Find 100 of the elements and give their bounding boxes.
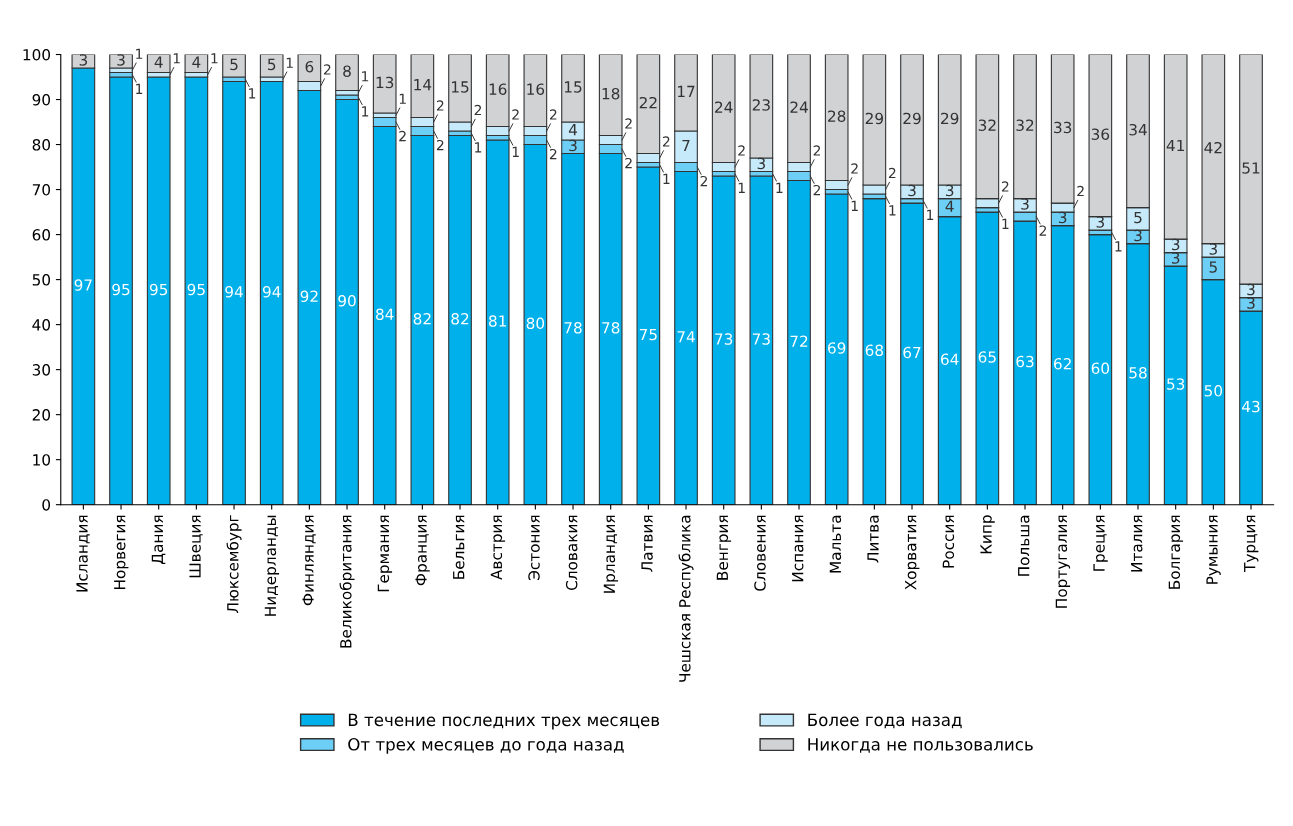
data-label: 4 — [192, 56, 201, 68]
data-label: 82 — [413, 312, 431, 325]
data-label: 4 — [154, 56, 163, 68]
legend-label: Более года назад — [808, 713, 962, 729]
data-label: 94 — [225, 285, 243, 298]
data-label: 62 — [1054, 358, 1071, 370]
x-tick-label: Люксембург — [226, 515, 242, 613]
data-label: 42 — [1204, 141, 1222, 154]
data-label: 2 — [474, 104, 482, 116]
data-label: 73 — [752, 333, 770, 345]
data-label: 2 — [851, 163, 858, 174]
data-label: 2 — [813, 184, 821, 196]
x-tick-label: Великобритания — [339, 515, 355, 648]
data-label: 60 — [1091, 362, 1110, 375]
data-label: 3 — [1171, 238, 1180, 251]
data-label: 3 — [908, 184, 916, 197]
bar — [711, 175, 736, 505]
data-label: 2 — [1039, 225, 1047, 236]
bar — [109, 54, 133, 69]
data-label: 29 — [941, 112, 959, 125]
x-tick-label: Финляндия — [302, 515, 316, 606]
bar — [335, 98, 359, 505]
y-tick-label: 30 — [32, 364, 51, 376]
data-label: 3 — [79, 54, 88, 66]
data-label: 92 — [300, 290, 318, 303]
data-label: 32 — [1016, 119, 1034, 131]
data-label: 2 — [512, 109, 519, 120]
bar — [1088, 234, 1113, 505]
data-label: 14 — [414, 79, 432, 91]
y-tick-label: 60 — [32, 229, 51, 241]
x-tick-label: Литва — [867, 515, 879, 563]
data-label: 2 — [625, 118, 632, 129]
data-label: 17 — [677, 85, 695, 97]
bar — [372, 54, 397, 114]
data-label: 36 — [1091, 128, 1110, 140]
data-label: 4 — [568, 124, 578, 136]
x-tick-label: Испания — [792, 515, 804, 582]
x-tick-label: Дания — [151, 515, 166, 565]
data-label: 33 — [1054, 121, 1072, 134]
data-label: 29 — [903, 112, 921, 125]
x-tick-label: Чешская Республика — [678, 515, 694, 682]
data-label: 73 — [715, 333, 733, 345]
data-label: 1 — [851, 200, 858, 211]
data-label: 2 — [549, 109, 557, 120]
y-tick-label: 90 — [32, 94, 51, 106]
data-label: 3 — [1134, 229, 1142, 242]
x-tick-label: Германия — [377, 515, 393, 592]
bar — [749, 175, 774, 505]
bar — [184, 76, 209, 505]
legend-label: От трех месяцев до года назад — [348, 738, 624, 754]
x-tick-label: Россия — [942, 515, 955, 568]
data-label: 2 — [813, 145, 821, 156]
x-tick-label: Греция — [1093, 515, 1108, 571]
data-label: 78 — [564, 322, 582, 334]
bar — [259, 54, 284, 78]
legend-label: В течение последних трех месяцев — [348, 713, 660, 730]
data-label: 2 — [323, 64, 331, 75]
data-label: 75 — [639, 328, 657, 341]
data-label: 64 — [941, 353, 959, 366]
data-label: 1 — [663, 173, 670, 184]
data-label: 3 — [945, 184, 954, 197]
data-label: 1 — [173, 53, 180, 64]
data-label: 1 — [512, 146, 519, 157]
data-label: 2 — [662, 136, 670, 147]
x-tick-label: Нидерланды — [264, 515, 280, 616]
x-tick-label: Норвегия — [114, 515, 129, 589]
data-label: 53 — [1167, 378, 1185, 390]
data-label: 65 — [978, 351, 996, 363]
data-label: 78 — [602, 322, 620, 334]
bar — [259, 80, 284, 505]
data-label: 3 — [1247, 283, 1255, 296]
data-label: 1 — [362, 106, 369, 117]
y-tick-label: 40 — [32, 319, 51, 331]
x-tick-label: Болгария — [1168, 515, 1184, 589]
x-tick-label: Турция — [1244, 515, 1259, 573]
data-label: 43 — [1242, 400, 1260, 413]
data-label: 51 — [1242, 162, 1260, 174]
x-tick-label: Франция — [415, 515, 430, 586]
x-tick-label: Португалия — [1055, 515, 1071, 608]
data-label: 80 — [526, 317, 545, 330]
data-label: 63 — [1016, 355, 1034, 368]
bar — [146, 76, 171, 505]
bar — [900, 202, 924, 505]
data-label: 68 — [865, 344, 884, 357]
x-tick-label: Исландия — [76, 515, 90, 592]
data-label: 5 — [1209, 261, 1217, 273]
x-tick-label: Австрия — [490, 515, 506, 580]
data-label: 8 — [343, 65, 351, 77]
data-label: 95 — [149, 283, 168, 296]
data-label: 1 — [1002, 218, 1009, 229]
data-label: 1 — [136, 83, 143, 94]
data-label: 50 — [1204, 385, 1223, 397]
x-tick-label: Польша — [1018, 515, 1030, 576]
data-label: 3 — [117, 54, 125, 66]
data-label: 1 — [889, 205, 896, 216]
data-label: 6 — [305, 60, 314, 73]
data-label: 1 — [136, 48, 143, 59]
data-label: 84 — [376, 308, 394, 321]
x-tick-label: Словакия — [565, 515, 578, 591]
data-label: 74 — [677, 331, 695, 343]
